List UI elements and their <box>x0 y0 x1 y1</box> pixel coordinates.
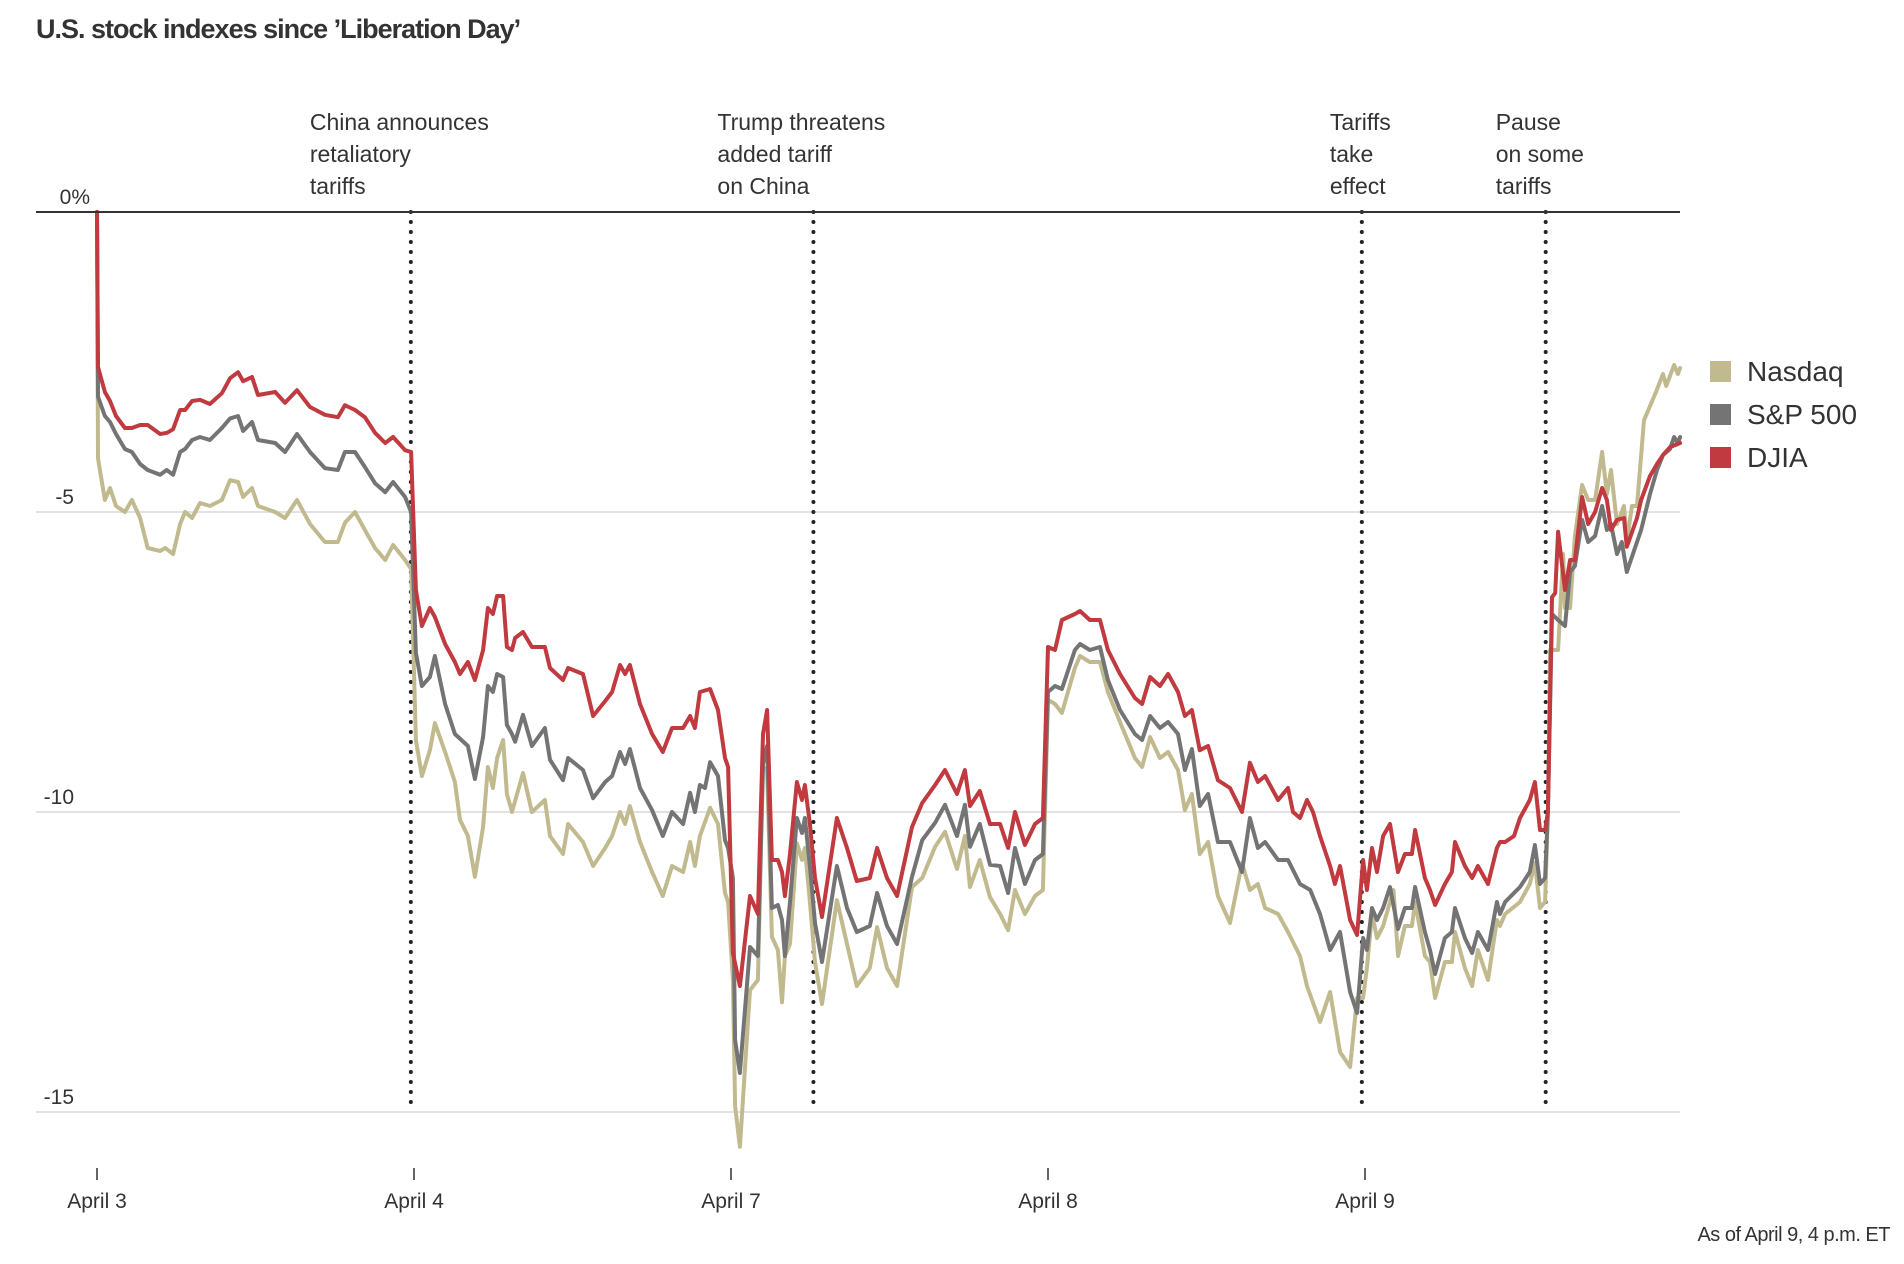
legend-label-djia: DJIA <box>1747 441 1808 473</box>
x-tick-label: April 3 <box>67 1190 127 1213</box>
annotation: Pause on some tariffs <box>1496 106 1584 202</box>
annotation-line: Pause <box>1495 109 1561 135</box>
annotation-line: Tariffs <box>1329 109 1391 135</box>
x-tick-label: April 7 <box>701 1190 761 1213</box>
series-line-djia <box>95 210 1683 988</box>
legend-item-nasdaq: Nasdaq <box>1710 350 1857 393</box>
annotation: Tariffs take effect <box>1330 106 1391 202</box>
axes: 0% -5 -10 -15 April 3 April 4 April 7 April 8 Ap… <box>44 186 1395 1213</box>
x-tick-label: April 9 <box>1335 1190 1395 1213</box>
annotation-line: Trump threatens <box>717 109 886 135</box>
legend-swatch-sp500 <box>1710 404 1731 425</box>
x-tick-label: April 8 <box>1018 1190 1078 1213</box>
footnote: As of April 9, 4 p.m. ET <box>1697 1224 1890 1246</box>
y-tick-label: 0% <box>60 186 90 209</box>
annotation-line: on some <box>1495 141 1584 167</box>
annotation-line: take <box>1329 141 1374 167</box>
annotation-line: on China <box>717 173 810 199</box>
y-tick-label: -15 <box>44 1086 74 1109</box>
x-tick-label: April 4 <box>384 1190 444 1213</box>
gridlines <box>36 511 1680 1113</box>
annotation-line: retaliatory <box>309 141 411 167</box>
event-markers <box>408 210 1548 1114</box>
legend-swatch-nasdaq <box>1710 361 1731 382</box>
annotation-line: China announces <box>309 109 489 135</box>
legend-swatch-djia <box>1710 447 1731 468</box>
annotation-line: added tariff <box>717 141 833 167</box>
annotation-line: tariffs <box>309 173 366 199</box>
chart-title: U.S. stock indexes since ’Liberation Day… <box>36 14 521 44</box>
annotation: Trump threatens added tariff on China <box>717 106 885 202</box>
legend-label-nasdaq: Nasdaq <box>1747 355 1844 387</box>
annotation-line: tariffs <box>1495 173 1552 199</box>
legend-item-djia: DJIA <box>1710 436 1857 479</box>
series-line-nasdaq <box>95 210 1683 1149</box>
annotation: China announces retaliatory tariffs <box>310 106 489 202</box>
legend-item-sp500: S&P 500 <box>1710 393 1857 436</box>
annotation-line: effect <box>1329 173 1386 199</box>
series-lines <box>95 210 1683 1149</box>
y-tick-label: -10 <box>44 786 74 809</box>
y-tick-label: -5 <box>55 486 74 509</box>
legend: Nasdaq S&P 500 DJIA <box>1710 350 1857 479</box>
series-line-sp500 <box>95 210 1683 1075</box>
legend-label-sp500: S&P 500 <box>1747 398 1858 430</box>
